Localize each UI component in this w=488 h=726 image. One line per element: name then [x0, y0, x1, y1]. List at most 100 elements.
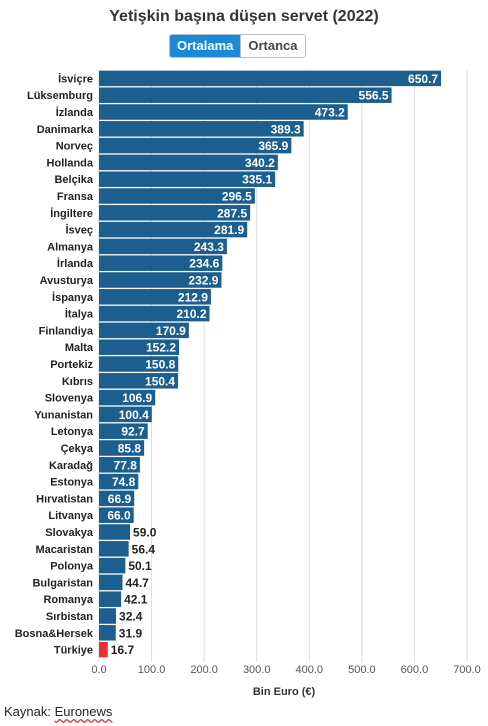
x-tick-label: 300.0 [243, 664, 271, 676]
x-tick-label: 500.0 [348, 664, 376, 676]
category-label: Belçika [54, 174, 93, 186]
source-note: Kaynak: Euronews [4, 704, 112, 719]
value-label: 340.2 [245, 156, 275, 170]
bar-1 [99, 87, 392, 103]
bar-11 [99, 255, 223, 271]
category-label: İsviçre [58, 72, 93, 85]
bar-12 [99, 272, 222, 288]
value-label: 77.8 [114, 458, 138, 472]
category-labels: İsviçre Lüksemburg İzlanda Danimarka Norveç H… [15, 72, 94, 656]
value-label: 56.4 [132, 542, 156, 556]
category-label: Hollanda [47, 157, 94, 169]
value-label: 44.7 [125, 576, 149, 590]
category-label: Lüksemburg [27, 90, 93, 102]
bar-10 [99, 238, 227, 255]
value-label: 287.5 [217, 206, 247, 220]
category-label: Almanya [47, 241, 94, 253]
value-label: 650.7 [408, 72, 438, 86]
bar-0 [99, 70, 442, 87]
toggle-average-button[interactable]: Ortalama [170, 35, 241, 57]
value-label: 66.9 [108, 492, 132, 506]
value-label: 281.9 [214, 223, 244, 237]
value-label: 42.1 [124, 593, 148, 607]
category-label: Fransa [57, 191, 94, 203]
value-label: 212.9 [178, 290, 208, 304]
category-label: Türkiye [54, 645, 93, 657]
bar-24 [99, 473, 139, 490]
bar-5 [99, 154, 278, 171]
x-tick-label: 700.0 [453, 664, 481, 676]
value-label: 389.3 [271, 122, 301, 136]
value-label: 106.9 [122, 391, 152, 405]
bar-29 [99, 557, 126, 574]
category-label: Romanya [43, 594, 93, 606]
x-tick-label: 600.0 [401, 664, 429, 676]
category-label: Polonya [50, 561, 94, 573]
value-label: 210.2 [176, 307, 206, 321]
value-label: 85.8 [118, 442, 142, 456]
category-label: Yunanistan [34, 409, 93, 421]
toggle-median-button[interactable]: Ortanca [240, 35, 305, 57]
category-label: Portekiz [50, 359, 93, 371]
source-link[interactable]: Euronews [54, 704, 113, 719]
category-label: İtalya [65, 308, 94, 321]
bar-22 [99, 440, 145, 456]
value-label: 170.9 [156, 324, 186, 338]
measure-toggle: Ortalama Ortanca [169, 34, 306, 58]
value-label: 473.2 [315, 106, 345, 120]
bar-25 [99, 490, 135, 507]
bar-27 [99, 524, 131, 540]
category-label: Norveç [56, 141, 93, 153]
bars [99, 70, 442, 658]
bar-9 [99, 221, 248, 238]
x-axis-label: Bin Euro (€) [253, 686, 316, 698]
bar-30 [99, 574, 123, 591]
chart-title: Yetişkin başına düşen servet (2022) [109, 8, 379, 25]
category-label: İsveç [65, 224, 93, 237]
value-label: 100.4 [119, 408, 149, 422]
category-label: Malta [65, 342, 94, 354]
value-labels: 650.7 556.5 473.2 389.3 365.9 340.2 335.1 296.5… [107, 72, 438, 657]
value-label: 66.0 [107, 509, 131, 523]
value-label: 232.9 [188, 274, 218, 288]
bar-28 [99, 541, 129, 557]
x-tick-label: 400.0 [296, 664, 324, 676]
value-label: 31.9 [119, 626, 143, 640]
category-label: Slovenya [45, 393, 94, 405]
bar-26 [99, 507, 134, 523]
x-tick-labels: 0.0 100.0 200.0 300.0 400.0 500.0 600.0 700.0 [91, 664, 480, 676]
value-label: 365.9 [258, 139, 288, 153]
bar-3 [99, 121, 304, 137]
category-label: Finlandiya [39, 325, 94, 337]
value-label: 296.5 [222, 190, 252, 204]
value-label: 16.7 [111, 643, 135, 657]
bar-31 [99, 591, 122, 607]
category-label: Litvanya [48, 510, 94, 522]
value-label: 243.3 [194, 240, 224, 254]
value-label: 335.1 [242, 173, 272, 187]
bar-17 [99, 356, 179, 372]
bar-7 [99, 188, 255, 204]
bar-2 [99, 104, 348, 120]
bar-34 [99, 641, 108, 658]
value-label: 50.1 [128, 559, 152, 573]
value-label: 556.5 [359, 89, 389, 103]
value-label: 32.4 [119, 610, 143, 624]
bar-20 [99, 406, 152, 423]
bar-18 [99, 373, 179, 389]
category-label: Macaristan [36, 544, 94, 556]
bar-33 [99, 625, 116, 641]
bar-23 [99, 457, 140, 473]
category-label: İspanya [52, 291, 94, 304]
bar-32 [99, 608, 117, 624]
category-label: Sırbistan [46, 611, 93, 623]
category-label: Bulgaristan [32, 577, 93, 589]
value-label: 92.7 [121, 425, 145, 439]
value-label: 150.4 [145, 374, 175, 388]
value-label: 74.8 [112, 475, 136, 489]
category-label: Kıbrıs [62, 376, 93, 388]
category-label: Danimarka [37, 124, 94, 136]
category-label: Karadağ [49, 460, 93, 472]
x-tick-label: 200.0 [190, 664, 218, 676]
